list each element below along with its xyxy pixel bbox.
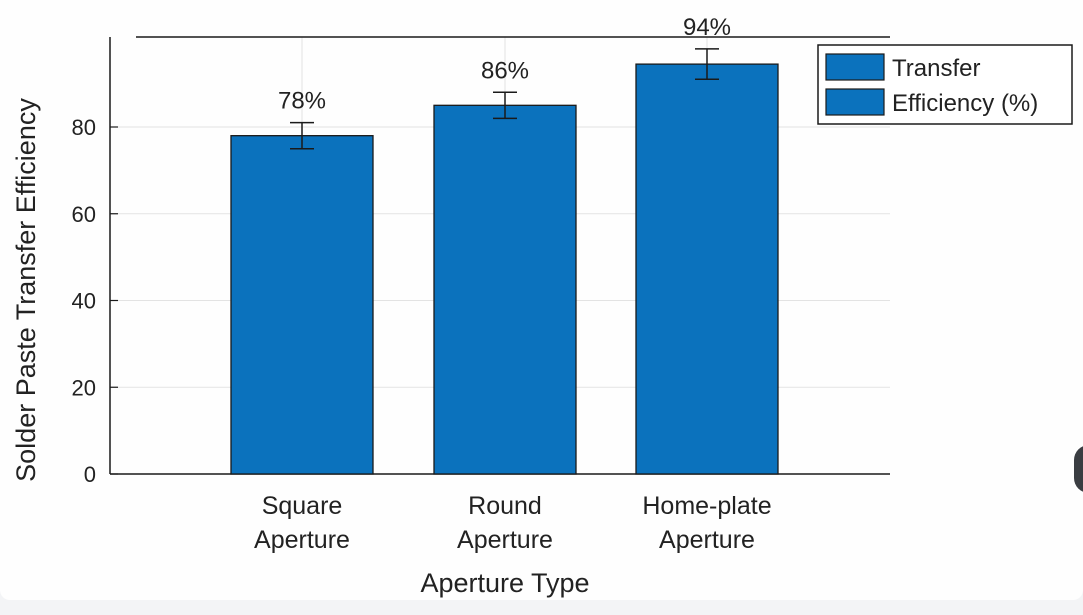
legend: Transfer Efficiency (%)	[817, 44, 1073, 125]
scroll-handle[interactable]	[1074, 445, 1083, 493]
y-tick-label: 60	[72, 202, 96, 227]
legend-swatch	[825, 53, 885, 81]
y-axis-title: Solder Paste Transfer Efficiency	[11, 98, 41, 482]
bar	[230, 135, 374, 475]
y-tick-label: 40	[72, 289, 96, 314]
bars	[230, 48, 779, 475]
data-label: 86%	[481, 57, 529, 84]
legend-swatch	[825, 88, 885, 116]
x-tick-label: Square	[262, 492, 343, 520]
bar-chart: 0 20 40 60 80 Square Aperture Round Aperture Home…	[11, 14, 1073, 598]
data-label: 78%	[278, 88, 326, 115]
x-tick-label: Round	[468, 492, 542, 520]
x-tick-label: Aperture	[457, 526, 553, 554]
data-label: 94%	[683, 14, 731, 41]
y-tick-label: 20	[72, 375, 96, 400]
legend-label: Transfer	[892, 55, 980, 82]
y-tick-label: 0	[84, 462, 96, 487]
x-tick-label: Home-plate	[642, 492, 771, 520]
x-axis-title: Aperture Type	[420, 568, 589, 598]
legend-label: Efficiency (%)	[892, 90, 1038, 117]
axes: 0 20 40 60 80 Square Aperture Round Aperture Home…	[72, 36, 890, 554]
chart-figure: 0 20 40 60 80 Square Aperture Round Aperture Home…	[0, 0, 1083, 600]
data-labels: 78% 86% 94%	[278, 14, 731, 115]
x-tick-label: Aperture	[659, 526, 755, 554]
bar	[635, 63, 779, 475]
x-tick-label: Aperture	[254, 526, 350, 554]
bar	[433, 104, 577, 475]
y-tick-label: 80	[72, 115, 96, 140]
